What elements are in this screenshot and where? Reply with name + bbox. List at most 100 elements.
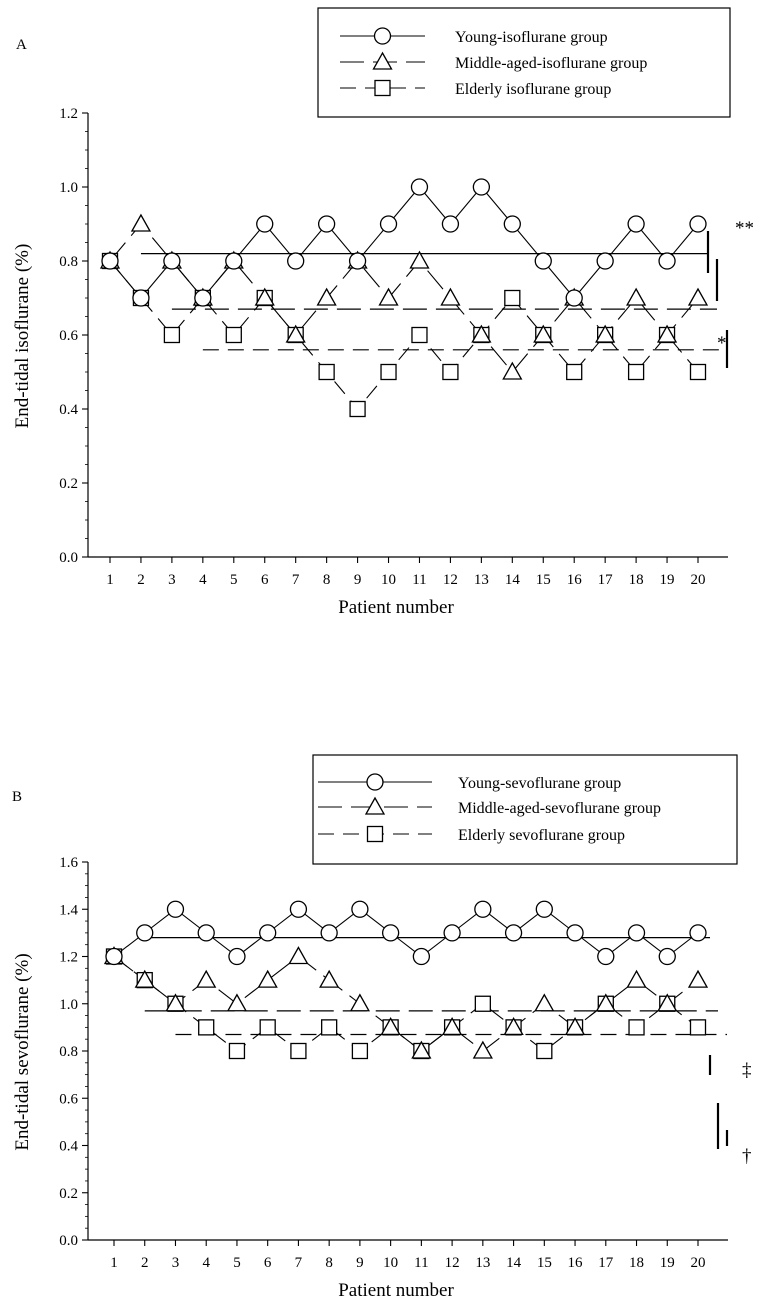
data-point-circle bbox=[136, 924, 154, 942]
x-tick-label: 18 bbox=[629, 1255, 644, 1271]
x-tick-label: 18 bbox=[629, 572, 644, 588]
legend-label: Middle-aged-sevoflurane group bbox=[458, 800, 661, 817]
data-point-circle bbox=[259, 924, 277, 942]
data-point-circle bbox=[534, 252, 552, 270]
data-point-circle bbox=[565, 289, 583, 307]
data-point-square bbox=[198, 1019, 215, 1036]
x-tick-label: 7 bbox=[292, 572, 300, 588]
chart-panel-B: B0.00.20.40.60.81.01.21.41.61 2 3 4 5 6 7 8 9 10 1… bbox=[12, 754, 752, 1297]
legend-box bbox=[312, 754, 738, 865]
data-point-circle bbox=[105, 947, 123, 966]
data-point-circle bbox=[163, 252, 181, 270]
data-point-square bbox=[318, 363, 335, 381]
y-tick-label: 0.6 bbox=[59, 328, 78, 344]
x-tick-label: 3 bbox=[168, 572, 176, 588]
y-tick-label: 1.6 bbox=[59, 855, 78, 871]
data-point-circle bbox=[658, 252, 676, 270]
data-point-triangle bbox=[625, 287, 647, 306]
x-tick-label: 8 bbox=[325, 1255, 333, 1271]
x-tick-label: 9 bbox=[354, 572, 362, 588]
data-point-circle bbox=[132, 289, 150, 307]
significance-mark: ‡ bbox=[742, 1060, 752, 1081]
x-tick-label: 6 bbox=[261, 572, 269, 588]
data-point-square bbox=[536, 1042, 553, 1060]
data-point-circle bbox=[410, 178, 429, 196]
significance-mark: ** bbox=[735, 218, 754, 239]
x-tick-label: 1 bbox=[106, 572, 114, 588]
data-point-triangle bbox=[656, 324, 678, 343]
data-point-circle bbox=[228, 947, 246, 966]
legend: Young-isoflurane group Middle-aged-isoflu… bbox=[317, 7, 731, 118]
data-point-triangle bbox=[130, 213, 152, 232]
panel-label: B bbox=[12, 789, 22, 805]
legend-marker-square bbox=[374, 79, 391, 97]
x-tick-label: 9 bbox=[356, 1255, 364, 1271]
data-point-circle bbox=[289, 900, 308, 918]
data-point-square bbox=[228, 1042, 246, 1060]
x-tick-label: 5 bbox=[230, 572, 238, 588]
data-point-circle bbox=[627, 924, 646, 942]
data-point-triangle bbox=[533, 324, 554, 343]
legend-marker-circle bbox=[373, 27, 392, 45]
data-point-circle bbox=[689, 924, 707, 942]
data-point-triangle bbox=[285, 324, 306, 343]
data-point-triangle bbox=[349, 993, 371, 1012]
significance-mark: * bbox=[717, 333, 727, 354]
data-point-triangle bbox=[595, 324, 616, 343]
data-point-triangle bbox=[196, 969, 217, 988]
x-axis-label: Patient number bbox=[338, 1280, 454, 1297]
data-point-circle bbox=[504, 924, 523, 942]
data-point-triangle bbox=[595, 993, 616, 1012]
data-point-triangle bbox=[534, 993, 555, 1012]
significance-mark: † bbox=[742, 1146, 752, 1167]
x-tick-label: 12 bbox=[445, 1255, 460, 1271]
x-tick-label: 4 bbox=[199, 572, 207, 588]
data-point-square bbox=[163, 326, 181, 344]
data-point-square bbox=[225, 326, 242, 344]
legend-marker-triangle bbox=[364, 796, 386, 815]
x-tick-label: 17 bbox=[598, 1255, 614, 1271]
data-point-circle bbox=[535, 900, 553, 918]
data-point-square bbox=[259, 1019, 276, 1036]
data-point-triangle bbox=[472, 1040, 493, 1059]
data-point-square bbox=[566, 363, 583, 381]
data-point-triangle bbox=[226, 993, 248, 1012]
x-tick-label: 17 bbox=[598, 572, 614, 588]
y-tick-label: 0.4 bbox=[59, 402, 78, 418]
legend-label: Elderly sevoflurane group bbox=[458, 827, 625, 844]
data-point-triangle bbox=[657, 993, 678, 1012]
x-tick-label: 10 bbox=[383, 1255, 398, 1271]
legend-label: Young-sevoflurane group bbox=[458, 775, 621, 792]
data-point-triangle bbox=[319, 969, 340, 988]
data-point-square bbox=[628, 1019, 645, 1036]
data-point-square bbox=[411, 326, 428, 344]
data-point-circle bbox=[320, 924, 338, 942]
data-point-circle bbox=[627, 215, 645, 233]
y-tick-label: 1.2 bbox=[59, 106, 78, 122]
y-tick-label: 0.2 bbox=[59, 1186, 78, 1202]
data-point-triangle bbox=[502, 361, 523, 380]
data-point-square bbox=[474, 995, 491, 1012]
data-point-triangle bbox=[471, 324, 492, 343]
data-point-triangle bbox=[257, 969, 278, 988]
data-point-circle bbox=[443, 924, 461, 942]
legend-label: Middle-aged-isoflurane group bbox=[455, 55, 647, 72]
x-tick-label: 4 bbox=[202, 1255, 210, 1271]
x-tick-label: 1 bbox=[110, 1255, 118, 1271]
y-tick-label: 0.0 bbox=[59, 550, 78, 566]
data-point-triangle bbox=[316, 287, 337, 306]
data-point-triangle bbox=[165, 993, 186, 1012]
legend-label: Young-isoflurane group bbox=[455, 29, 608, 46]
data-point-circle bbox=[101, 252, 119, 270]
data-point-square bbox=[321, 1019, 338, 1036]
x-tick-label: 15 bbox=[536, 572, 551, 588]
data-point-triangle bbox=[440, 287, 461, 306]
data-point-circle bbox=[194, 289, 212, 307]
data-point-square bbox=[349, 400, 366, 418]
data-point-circle bbox=[566, 924, 584, 942]
data-point-circle bbox=[351, 900, 369, 918]
x-tick-label: 2 bbox=[141, 1255, 149, 1271]
legend-marker-circle bbox=[366, 773, 384, 791]
data-point-circle bbox=[412, 947, 431, 966]
data-point-triangle bbox=[626, 969, 647, 988]
